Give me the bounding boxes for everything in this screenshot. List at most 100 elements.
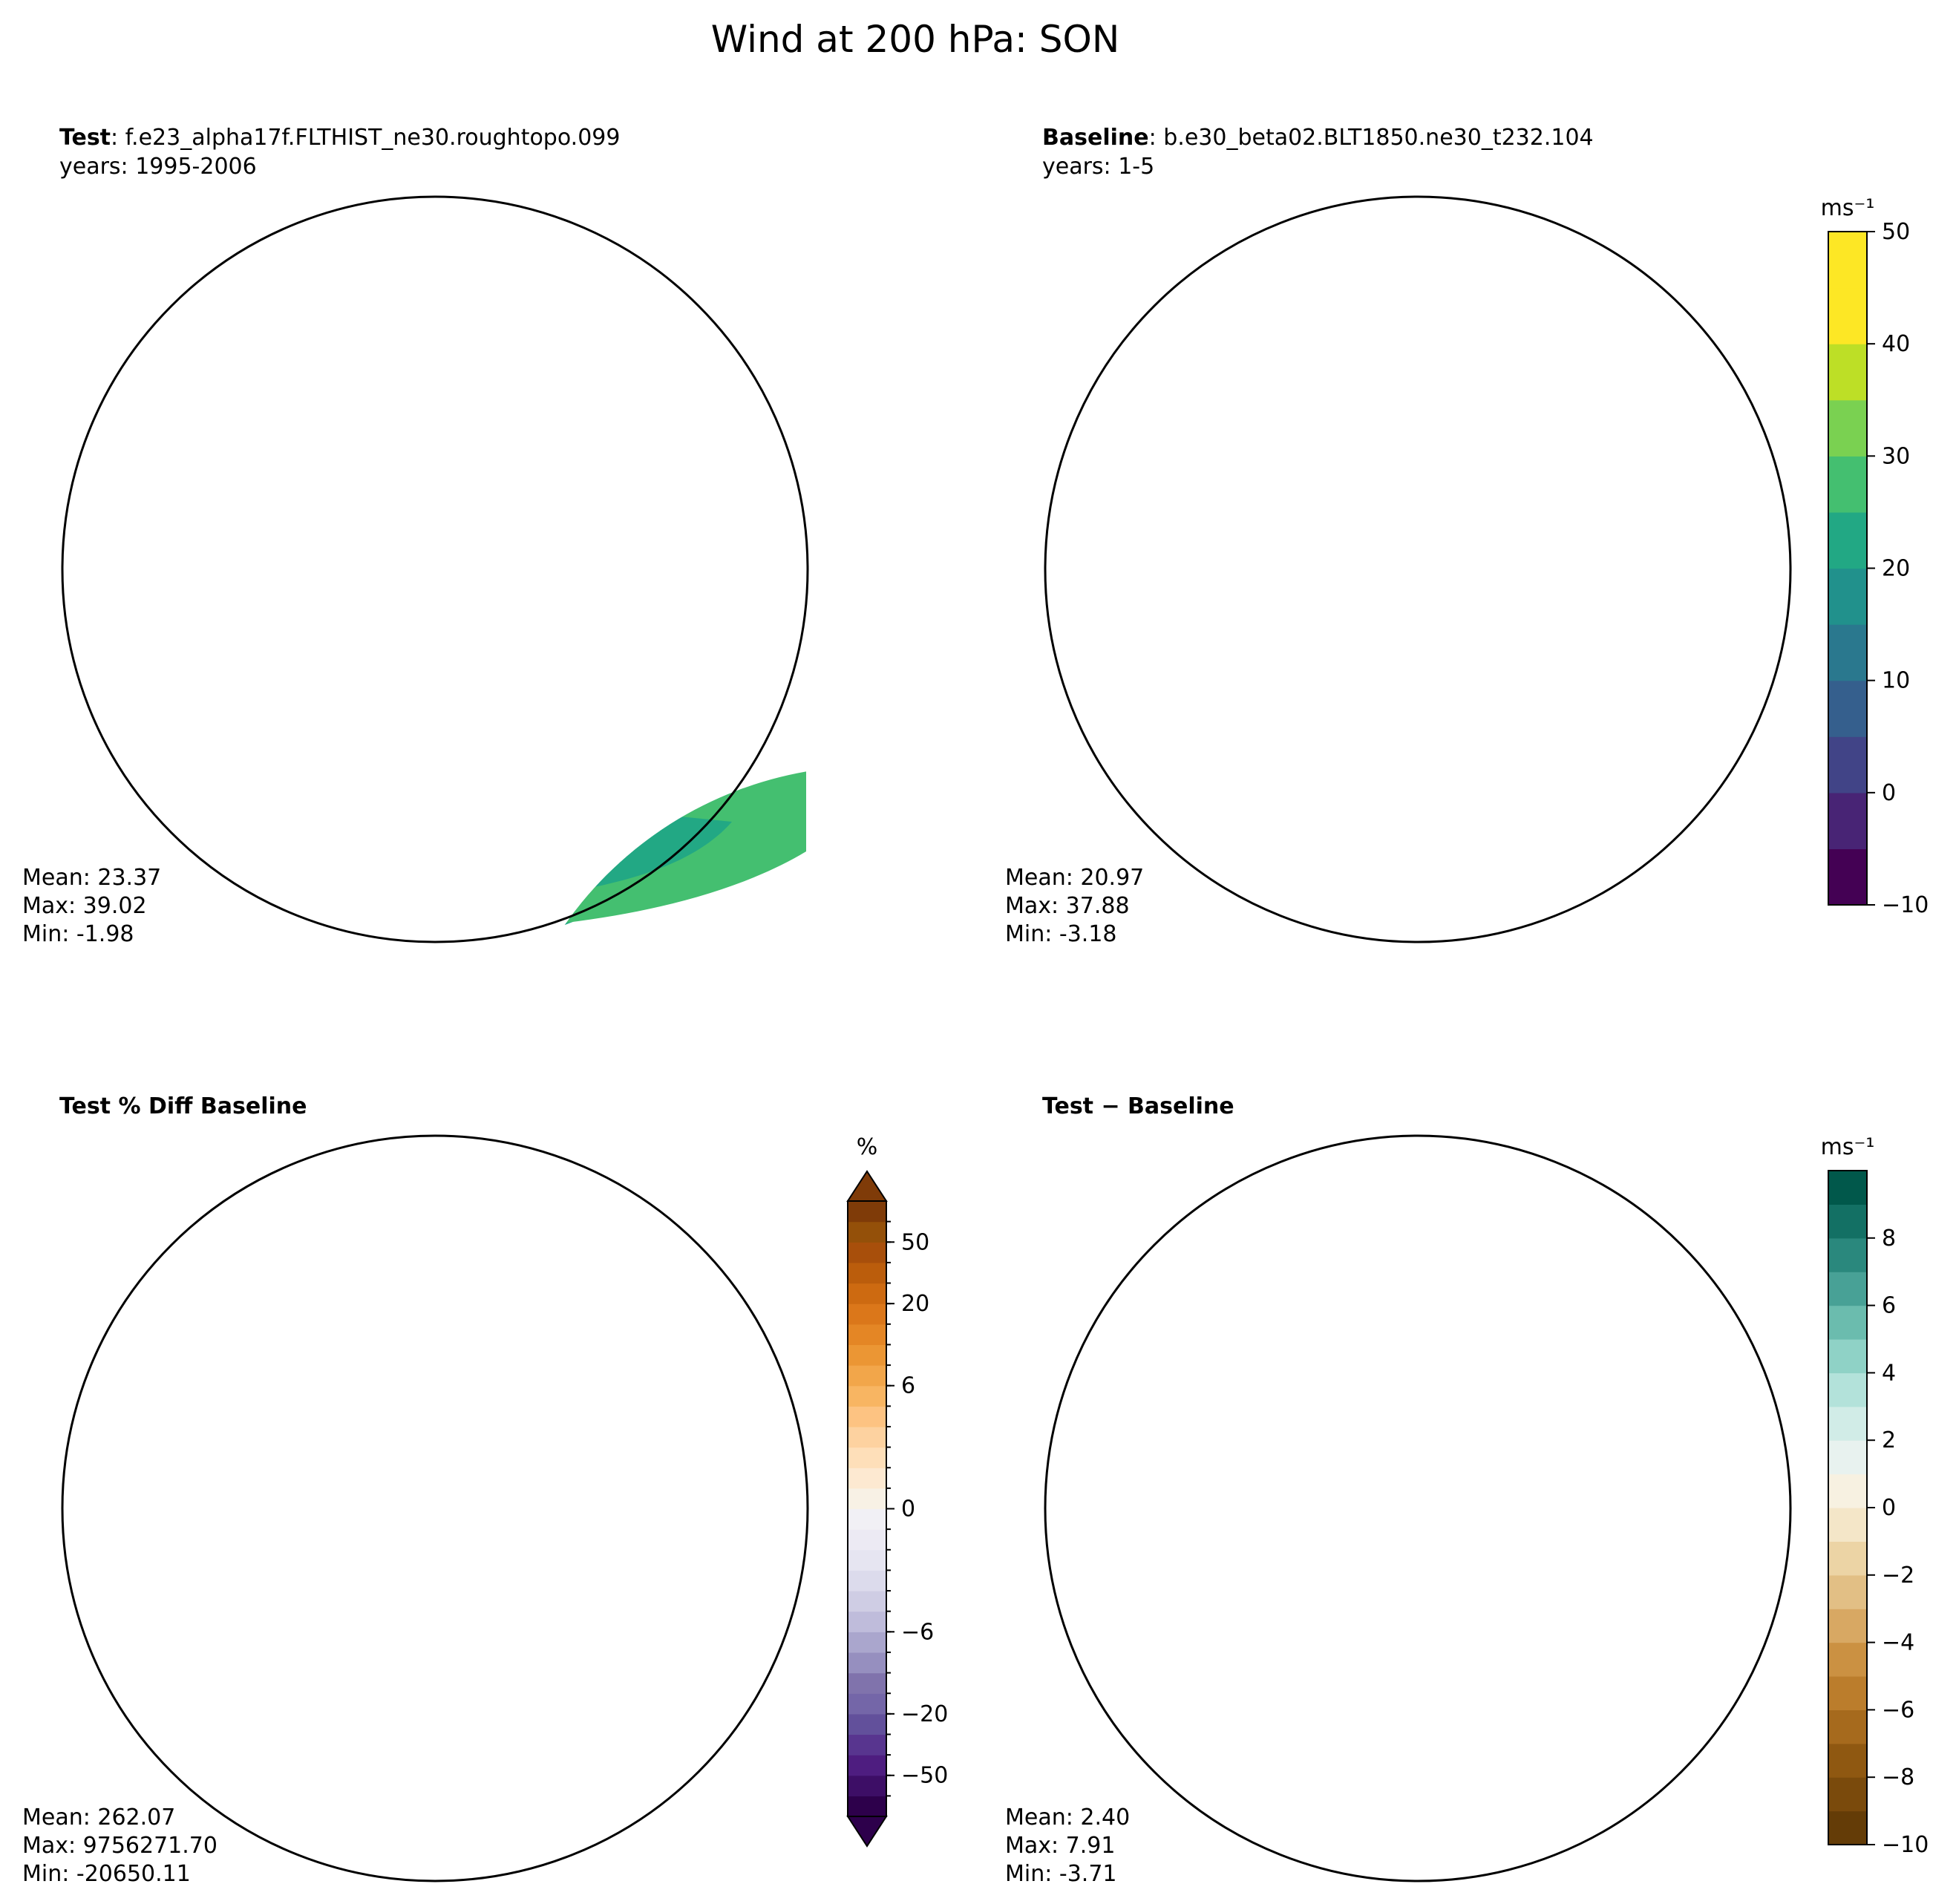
colorbar-band: [848, 1611, 886, 1632]
stat-max: Max: 7.91: [1005, 1833, 1115, 1859]
colorbar-band: [1828, 1171, 1867, 1205]
colorbar-band: [848, 1549, 886, 1571]
panel-baseline: Baseline: b.e30_beta02.BLT1850.ne30_t232…: [1005, 125, 1796, 948]
colorbar-band: [848, 1508, 886, 1530]
colorbar-band: [848, 1775, 886, 1796]
colorbar-band: [1828, 1642, 1867, 1677]
panel-pctdiff: Test % Diff Baseline: [22, 1093, 809, 1887]
colorbar-band: [1828, 399, 1867, 457]
colorbar-band: [848, 1447, 886, 1468]
colorbar-band: [1828, 680, 1867, 737]
colorbar-tick-label: −2: [1882, 1563, 1914, 1589]
panel-title-bold: Test − Baseline: [1042, 1093, 1234, 1119]
colorbar-band: [848, 1632, 886, 1653]
colorbar-tick-label: −4: [1882, 1630, 1914, 1656]
colorbar-pct: −50 −20 −6 0 6 20 50%: [846, 1134, 948, 1848]
colorbar-tick-label: −6: [1882, 1697, 1914, 1723]
map-field-test: [497, 766, 814, 948]
colorbar-unit-label: ms⁻¹: [1821, 195, 1875, 221]
panel-test: Test: f.e23_alpha17f.FLTHIST_ne30.rought…: [22, 125, 814, 948]
colorbar-tick-label: −10: [1882, 1832, 1929, 1858]
map-field-baseline: [1039, 191, 1796, 948]
colorbar-band: [848, 1468, 886, 1489]
panel-title-bold: Test: [59, 125, 111, 151]
colorbar-band: [1828, 1473, 1867, 1508]
colorbar-unit-label: ms⁻¹: [1821, 1134, 1875, 1160]
colorbar-band: [848, 1693, 886, 1715]
panel-title-case: : f.e23_alpha17f.FLTHIST_ne30.roughtopo.…: [111, 125, 620, 151]
panel-title: Baseline: b.e30_beta02.BLT1850.ne30_t232…: [1042, 125, 1594, 151]
colorbar-band: [1828, 568, 1867, 625]
colorbar-band: [848, 1488, 886, 1510]
colorbar-tick-label: −50: [901, 1763, 948, 1789]
colorbar-band: [1828, 1272, 1867, 1306]
colorbar-tick-label: −10: [1882, 892, 1929, 918]
colorbar-band: [1828, 624, 1867, 681]
colorbar-band: [848, 1570, 886, 1591]
colorbar-band: [848, 1529, 886, 1551]
colorbar-band: [848, 1652, 886, 1674]
colorbar-band: [1828, 1406, 1867, 1441]
colorbar-band: [848, 1672, 886, 1694]
colorbar-band: [1828, 1204, 1867, 1239]
colorbar-band: [848, 1734, 886, 1756]
colorbar-tick-label: 0: [901, 1496, 915, 1522]
colorbar-band: [1828, 1305, 1867, 1340]
colorbar-band: [848, 1591, 886, 1612]
colorbar-band: [1828, 1574, 1867, 1609]
colorbar-unit-label: %: [857, 1134, 878, 1160]
colorbar-tick-label: 30: [1882, 443, 1910, 469]
colorbar-tick-label: 8: [1882, 1226, 1896, 1252]
colorbar-tick-label: 20: [1882, 556, 1910, 582]
colorbar-tick-label: 40: [1882, 331, 1910, 357]
colorbar-tick-label: 50: [1882, 219, 1910, 245]
colorbar-tick-label: 20: [901, 1291, 929, 1317]
colorbar-band: [1828, 511, 1867, 569]
colorbar-band: [1828, 1743, 1867, 1778]
panel-years: years: 1995-2006: [59, 154, 257, 180]
colorbar-diff: −10 −8 −6 −4 −2 0 2 4 6 8 ms⁻¹: [1821, 1134, 1929, 1858]
colorbar-band: [848, 1713, 886, 1735]
stat-mean: Mean: 20.97: [1005, 865, 1144, 891]
panel-title: Test % Diff Baseline: [59, 1093, 307, 1119]
colorbar-band: [1828, 1810, 1867, 1845]
colorbar-tick-label: −20: [901, 1701, 948, 1727]
stat-mean: Mean: 23.37: [22, 865, 161, 891]
colorbar-band: [848, 1344, 886, 1366]
stat-min: Min: -3.18: [1005, 921, 1117, 947]
colorbar-band: [1828, 1541, 1867, 1576]
colorbar-band: [1828, 1440, 1867, 1475]
colorbar-band: [1828, 456, 1867, 513]
colorbar-tick-label: −6: [901, 1619, 934, 1645]
colorbar-tick-label: 10: [1882, 668, 1910, 694]
colorbar-band: [848, 1796, 886, 1817]
colorbar-band: [1828, 1508, 1867, 1542]
panel-title: Test − Baseline: [1042, 1093, 1234, 1119]
colorbar-band: [1828, 848, 1867, 906]
colorbar-band: [848, 1262, 886, 1284]
colorbar-band: [848, 1324, 886, 1346]
colorbar-band: [848, 1385, 886, 1407]
colorbar-tick-label: 0: [1882, 1495, 1896, 1521]
colorbar-band: [1828, 792, 1867, 850]
colorbar-band: [1828, 344, 1867, 401]
colorbar-band: [1828, 232, 1867, 289]
colorbar-tick-label: 4: [1882, 1360, 1896, 1386]
panel-title-case: : b.e30_beta02.BLT1850.ne30_t232.104: [1149, 125, 1594, 151]
stat-mean: Mean: 262.07: [22, 1805, 175, 1831]
colorbar-band: [1828, 1339, 1867, 1373]
colorbar-band: [1828, 1676, 1867, 1710]
figure-title: Wind at 200 hPa: SON: [711, 18, 1120, 61]
colorbar-tick-label: 6: [1882, 1293, 1896, 1319]
map-frame: [1044, 195, 1792, 943]
colorbar-tick-label: −8: [1882, 1764, 1914, 1790]
colorbar-tick-label: 0: [1882, 780, 1896, 806]
stat-mean: Mean: 2.40: [1005, 1805, 1130, 1831]
colorbar-band: [1828, 736, 1867, 794]
colorbar-extend-max: [846, 1170, 888, 1202]
colorbar-band: [1828, 1777, 1867, 1812]
colorbar-band: [1828, 1373, 1867, 1407]
stat-min: Min: -1.98: [22, 921, 134, 947]
colorbar-band: [848, 1303, 886, 1325]
